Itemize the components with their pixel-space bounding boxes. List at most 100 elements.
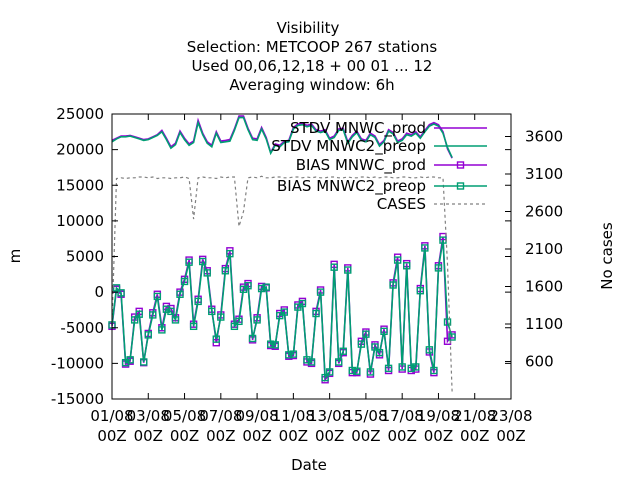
- data-point-3: [348, 366, 357, 375]
- y2-tick-label: 3100: [525, 165, 563, 183]
- series-line-1: [111, 116, 453, 158]
- data-point-3: [176, 290, 184, 298]
- data-point-3: [307, 358, 316, 366]
- legend-label: STDV MNWC_prod: [290, 119, 426, 138]
- data-point-3: [321, 373, 329, 382]
- x-tick-label-time: 00Z: [315, 427, 344, 445]
- x-tick-label: 05/08: [163, 407, 206, 425]
- data-point-3: [325, 368, 334, 376]
- x-tick-label: 09/08: [235, 407, 278, 425]
- data-point-3: [393, 256, 402, 264]
- y2-tick-label: 1100: [525, 315, 563, 333]
- data-point-3: [244, 282, 252, 290]
- y-tick-label: -5000: [60, 319, 104, 337]
- data-point-3: [312, 309, 320, 318]
- data-point-3: [257, 284, 266, 293]
- y2-tick-label: 3600: [525, 128, 563, 146]
- data-point-3: [298, 299, 307, 308]
- y2-tick-label: 2100: [525, 240, 563, 258]
- x-axis-label: Date: [291, 456, 327, 474]
- data-point-3: [416, 287, 425, 295]
- x-tick-label: 07/08: [199, 407, 242, 425]
- x-tick-label: 11/08: [272, 407, 315, 425]
- data-point-3: [266, 340, 275, 348]
- data-point-3: [185, 258, 193, 266]
- data-point-3: [389, 281, 397, 289]
- data-point-3: [371, 343, 379, 351]
- data-point-3: [194, 297, 202, 306]
- data-point-3: [167, 307, 175, 316]
- data-point-3: [316, 288, 325, 296]
- data-point-3: [212, 335, 220, 343]
- data-point-3: [271, 341, 279, 349]
- x-tick-label-time: 00Z: [424, 427, 453, 445]
- data-point-3: [158, 326, 166, 334]
- data-point-3: [117, 289, 125, 297]
- y-tick-label: 0: [94, 283, 104, 301]
- data-point-3: [330, 263, 338, 271]
- x-tick-label: 03/08: [127, 407, 170, 425]
- data-point-3: [253, 316, 261, 324]
- title-line-2: Selection: METCOOP 267 stations: [187, 38, 438, 56]
- legend-marker: [456, 182, 465, 190]
- data-point-3: [425, 346, 434, 354]
- data-point-3: [303, 356, 311, 364]
- data-point-3: [375, 348, 384, 357]
- data-point-3: [208, 307, 216, 316]
- data-point-3: [144, 331, 152, 339]
- data-point-3: [171, 316, 180, 324]
- x-tick-label-time: 00Z: [134, 427, 163, 445]
- data-point-3: [280, 308, 288, 316]
- data-point-3: [421, 244, 429, 252]
- data-point-3: [198, 257, 207, 266]
- data-point-3: [384, 364, 393, 373]
- data-point-3: [140, 358, 148, 366]
- y-tick-label: 15000: [56, 176, 104, 194]
- y-axis-label: m: [6, 249, 24, 264]
- x-tick-label-time: 00Z: [206, 427, 235, 445]
- data-point-3: [135, 310, 143, 318]
- legend-label: BIAS MNWC_prod: [296, 156, 426, 175]
- title-line-4: Averaging window: 6h: [229, 76, 394, 94]
- x-tick-label: 23/08: [489, 407, 532, 425]
- legend-marker: [456, 161, 465, 169]
- x-tick-label-time: 00Z: [279, 427, 308, 445]
- x-tick-label-time: 00Z: [351, 427, 380, 445]
- data-point-3: [203, 269, 211, 277]
- y-tick-label: 20000: [56, 141, 104, 159]
- x-tick-label: 15/08: [344, 407, 387, 425]
- x-tick-label: 13/08: [308, 407, 351, 425]
- data-point-3: [217, 313, 225, 321]
- y-tick-label: 5000: [66, 248, 104, 266]
- data-point-3: [130, 316, 139, 324]
- x-axis-ticks: 01/0800Z03/0800Z05/0800Z07/0800Z09/0800Z…: [90, 114, 533, 445]
- y2-axis-label: No cases: [598, 222, 616, 290]
- data-point-3: [221, 267, 230, 275]
- data-point-3: [434, 264, 443, 272]
- data-point-3: [403, 262, 411, 270]
- y-tick-label: -10000: [51, 354, 104, 372]
- y-axis-ticks: -15000 -10000 -5000 0 5000 10000 15000 20000 250…: [51, 105, 511, 408]
- x-tick-label-time: 00Z: [460, 427, 489, 445]
- data-point-3: [430, 366, 438, 375]
- y2-axis-ticks: 600 1100 1600 2100 2600 3100 3600: [505, 128, 563, 371]
- data-point-3: [339, 347, 347, 355]
- data-point-3: [153, 292, 162, 301]
- data-point-3: [226, 249, 234, 258]
- data-point-3: [448, 333, 456, 341]
- x-tick-label-time: 00Z: [387, 427, 416, 445]
- x-tick-label-time: 00Z: [97, 427, 126, 445]
- legend-label: CASES: [377, 195, 426, 213]
- y2-tick-label: 600: [525, 353, 554, 371]
- x-tick-label-time: 00Z: [496, 427, 525, 445]
- data-point-3: [189, 322, 198, 331]
- x-tick-label-time: 00Z: [170, 427, 199, 445]
- data-point-3: [248, 334, 257, 343]
- y2-tick-label: 1600: [525, 278, 563, 296]
- data-point-3: [353, 367, 361, 375]
- data-point-3: [366, 368, 375, 376]
- chart-title: Visibility Selection: METCOOP 267 statio…: [187, 19, 438, 94]
- data-point-3: [344, 266, 352, 274]
- data-point-3: [398, 363, 406, 371]
